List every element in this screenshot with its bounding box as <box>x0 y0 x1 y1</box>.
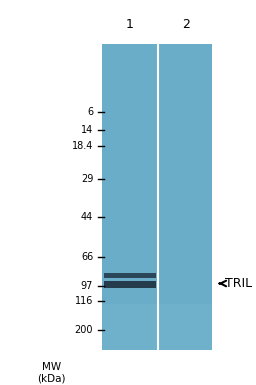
Bar <box>102 304 212 350</box>
Bar <box>102 44 212 350</box>
Text: TRIL: TRIL <box>220 277 253 290</box>
Bar <box>104 273 156 278</box>
Text: MW
(kDa): MW (kDa) <box>37 362 66 384</box>
Text: 18.4: 18.4 <box>72 141 93 151</box>
Text: 200: 200 <box>75 325 93 335</box>
Bar <box>104 281 156 288</box>
Text: 44: 44 <box>81 212 93 222</box>
Text: 1: 1 <box>125 18 133 31</box>
Text: 97: 97 <box>81 281 93 291</box>
Text: 29: 29 <box>81 174 93 184</box>
Text: 66: 66 <box>81 252 93 262</box>
Text: 2: 2 <box>182 18 190 31</box>
Text: 14: 14 <box>81 125 93 135</box>
Text: 116: 116 <box>75 296 93 306</box>
Text: 6: 6 <box>87 107 93 117</box>
